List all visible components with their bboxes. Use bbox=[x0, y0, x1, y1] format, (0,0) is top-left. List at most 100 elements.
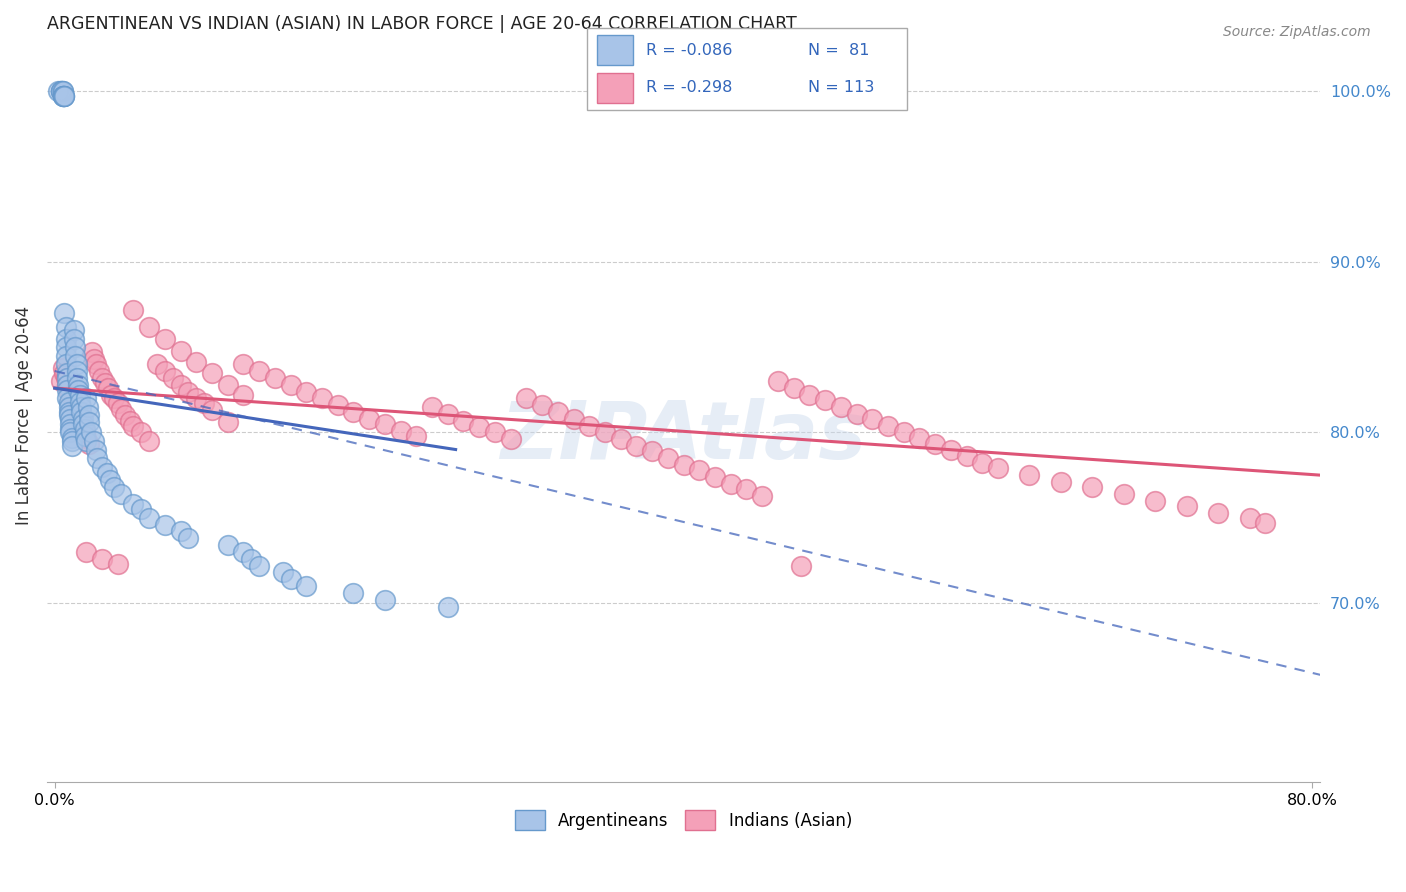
Point bbox=[70, 400, 93, 414]
Point bbox=[138, 434, 160, 448]
Point bbox=[90, 459, 112, 474]
Point bbox=[52, 89, 75, 103]
Point bbox=[1175, 499, 1198, 513]
Point bbox=[578, 418, 600, 433]
Point bbox=[877, 418, 900, 433]
Point bbox=[908, 431, 931, 445]
Point bbox=[972, 456, 994, 470]
Point bbox=[55, 371, 77, 385]
Point bbox=[955, 450, 977, 464]
Point bbox=[67, 377, 90, 392]
Point bbox=[103, 392, 125, 406]
Point bbox=[55, 332, 77, 346]
Point bbox=[58, 383, 80, 397]
Point bbox=[83, 434, 105, 448]
Point bbox=[657, 451, 679, 466]
Point bbox=[766, 374, 789, 388]
Point bbox=[122, 418, 145, 433]
Point bbox=[129, 502, 152, 516]
Point bbox=[138, 510, 160, 524]
Point bbox=[626, 439, 648, 453]
Point bbox=[69, 394, 91, 409]
Point bbox=[75, 545, 97, 559]
Point bbox=[55, 349, 77, 363]
Point bbox=[122, 302, 145, 317]
Point bbox=[1144, 493, 1167, 508]
Point bbox=[468, 420, 491, 434]
Point bbox=[49, 374, 72, 388]
Point bbox=[70, 405, 93, 419]
Point bbox=[263, 371, 285, 385]
Point bbox=[326, 398, 349, 412]
Point bbox=[60, 439, 83, 453]
Point bbox=[70, 417, 93, 431]
Point bbox=[547, 405, 569, 419]
Point bbox=[436, 407, 458, 421]
Point bbox=[58, 409, 80, 423]
Point bbox=[56, 377, 79, 392]
Point bbox=[59, 388, 82, 402]
Point bbox=[436, 599, 458, 614]
Point bbox=[1081, 480, 1104, 494]
Point bbox=[90, 371, 112, 385]
Point bbox=[295, 579, 318, 593]
Point bbox=[103, 480, 125, 494]
Point bbox=[56, 377, 79, 392]
Point bbox=[52, 84, 75, 98]
FancyBboxPatch shape bbox=[586, 29, 907, 110]
Point bbox=[531, 398, 554, 412]
Point bbox=[735, 482, 758, 496]
Point bbox=[169, 343, 191, 358]
Point bbox=[374, 592, 396, 607]
Point bbox=[55, 357, 77, 371]
Point bbox=[232, 357, 254, 371]
Point bbox=[893, 425, 915, 440]
Point bbox=[280, 572, 302, 586]
Point bbox=[66, 357, 89, 371]
Point bbox=[177, 531, 200, 545]
Point bbox=[90, 551, 112, 566]
Point bbox=[389, 424, 412, 438]
Point bbox=[52, 360, 75, 375]
Point bbox=[359, 412, 381, 426]
Point bbox=[82, 345, 104, 359]
Point bbox=[53, 366, 76, 380]
Point bbox=[49, 84, 72, 98]
Point bbox=[79, 415, 101, 429]
Point bbox=[1018, 468, 1040, 483]
Point bbox=[232, 545, 254, 559]
Point bbox=[845, 407, 868, 421]
Point bbox=[73, 422, 96, 436]
Point bbox=[453, 413, 475, 427]
Point bbox=[201, 366, 224, 380]
Point bbox=[593, 425, 616, 440]
Point bbox=[169, 524, 191, 539]
Text: N =  81: N = 81 bbox=[808, 43, 870, 58]
Point bbox=[342, 586, 364, 600]
Point bbox=[53, 306, 76, 320]
Bar bbox=[596, 73, 633, 103]
Point bbox=[63, 400, 86, 414]
Point bbox=[56, 371, 79, 385]
Point bbox=[240, 551, 263, 566]
Point bbox=[799, 388, 821, 402]
Point bbox=[295, 384, 318, 399]
Point bbox=[162, 371, 184, 385]
Legend: Argentineans, Indians (Asian): Argentineans, Indians (Asian) bbox=[509, 804, 859, 837]
Point bbox=[97, 381, 120, 395]
Point bbox=[60, 392, 83, 406]
Point bbox=[122, 497, 145, 511]
Point bbox=[987, 461, 1010, 475]
Point bbox=[107, 557, 129, 571]
Point bbox=[860, 412, 883, 426]
Point bbox=[63, 340, 86, 354]
Point bbox=[62, 396, 84, 410]
Point bbox=[271, 566, 294, 580]
Point bbox=[63, 349, 86, 363]
Point bbox=[1050, 475, 1073, 489]
Point bbox=[1254, 516, 1277, 530]
Point bbox=[52, 89, 75, 103]
Point bbox=[86, 451, 108, 466]
Point bbox=[153, 517, 176, 532]
Point bbox=[280, 377, 302, 392]
